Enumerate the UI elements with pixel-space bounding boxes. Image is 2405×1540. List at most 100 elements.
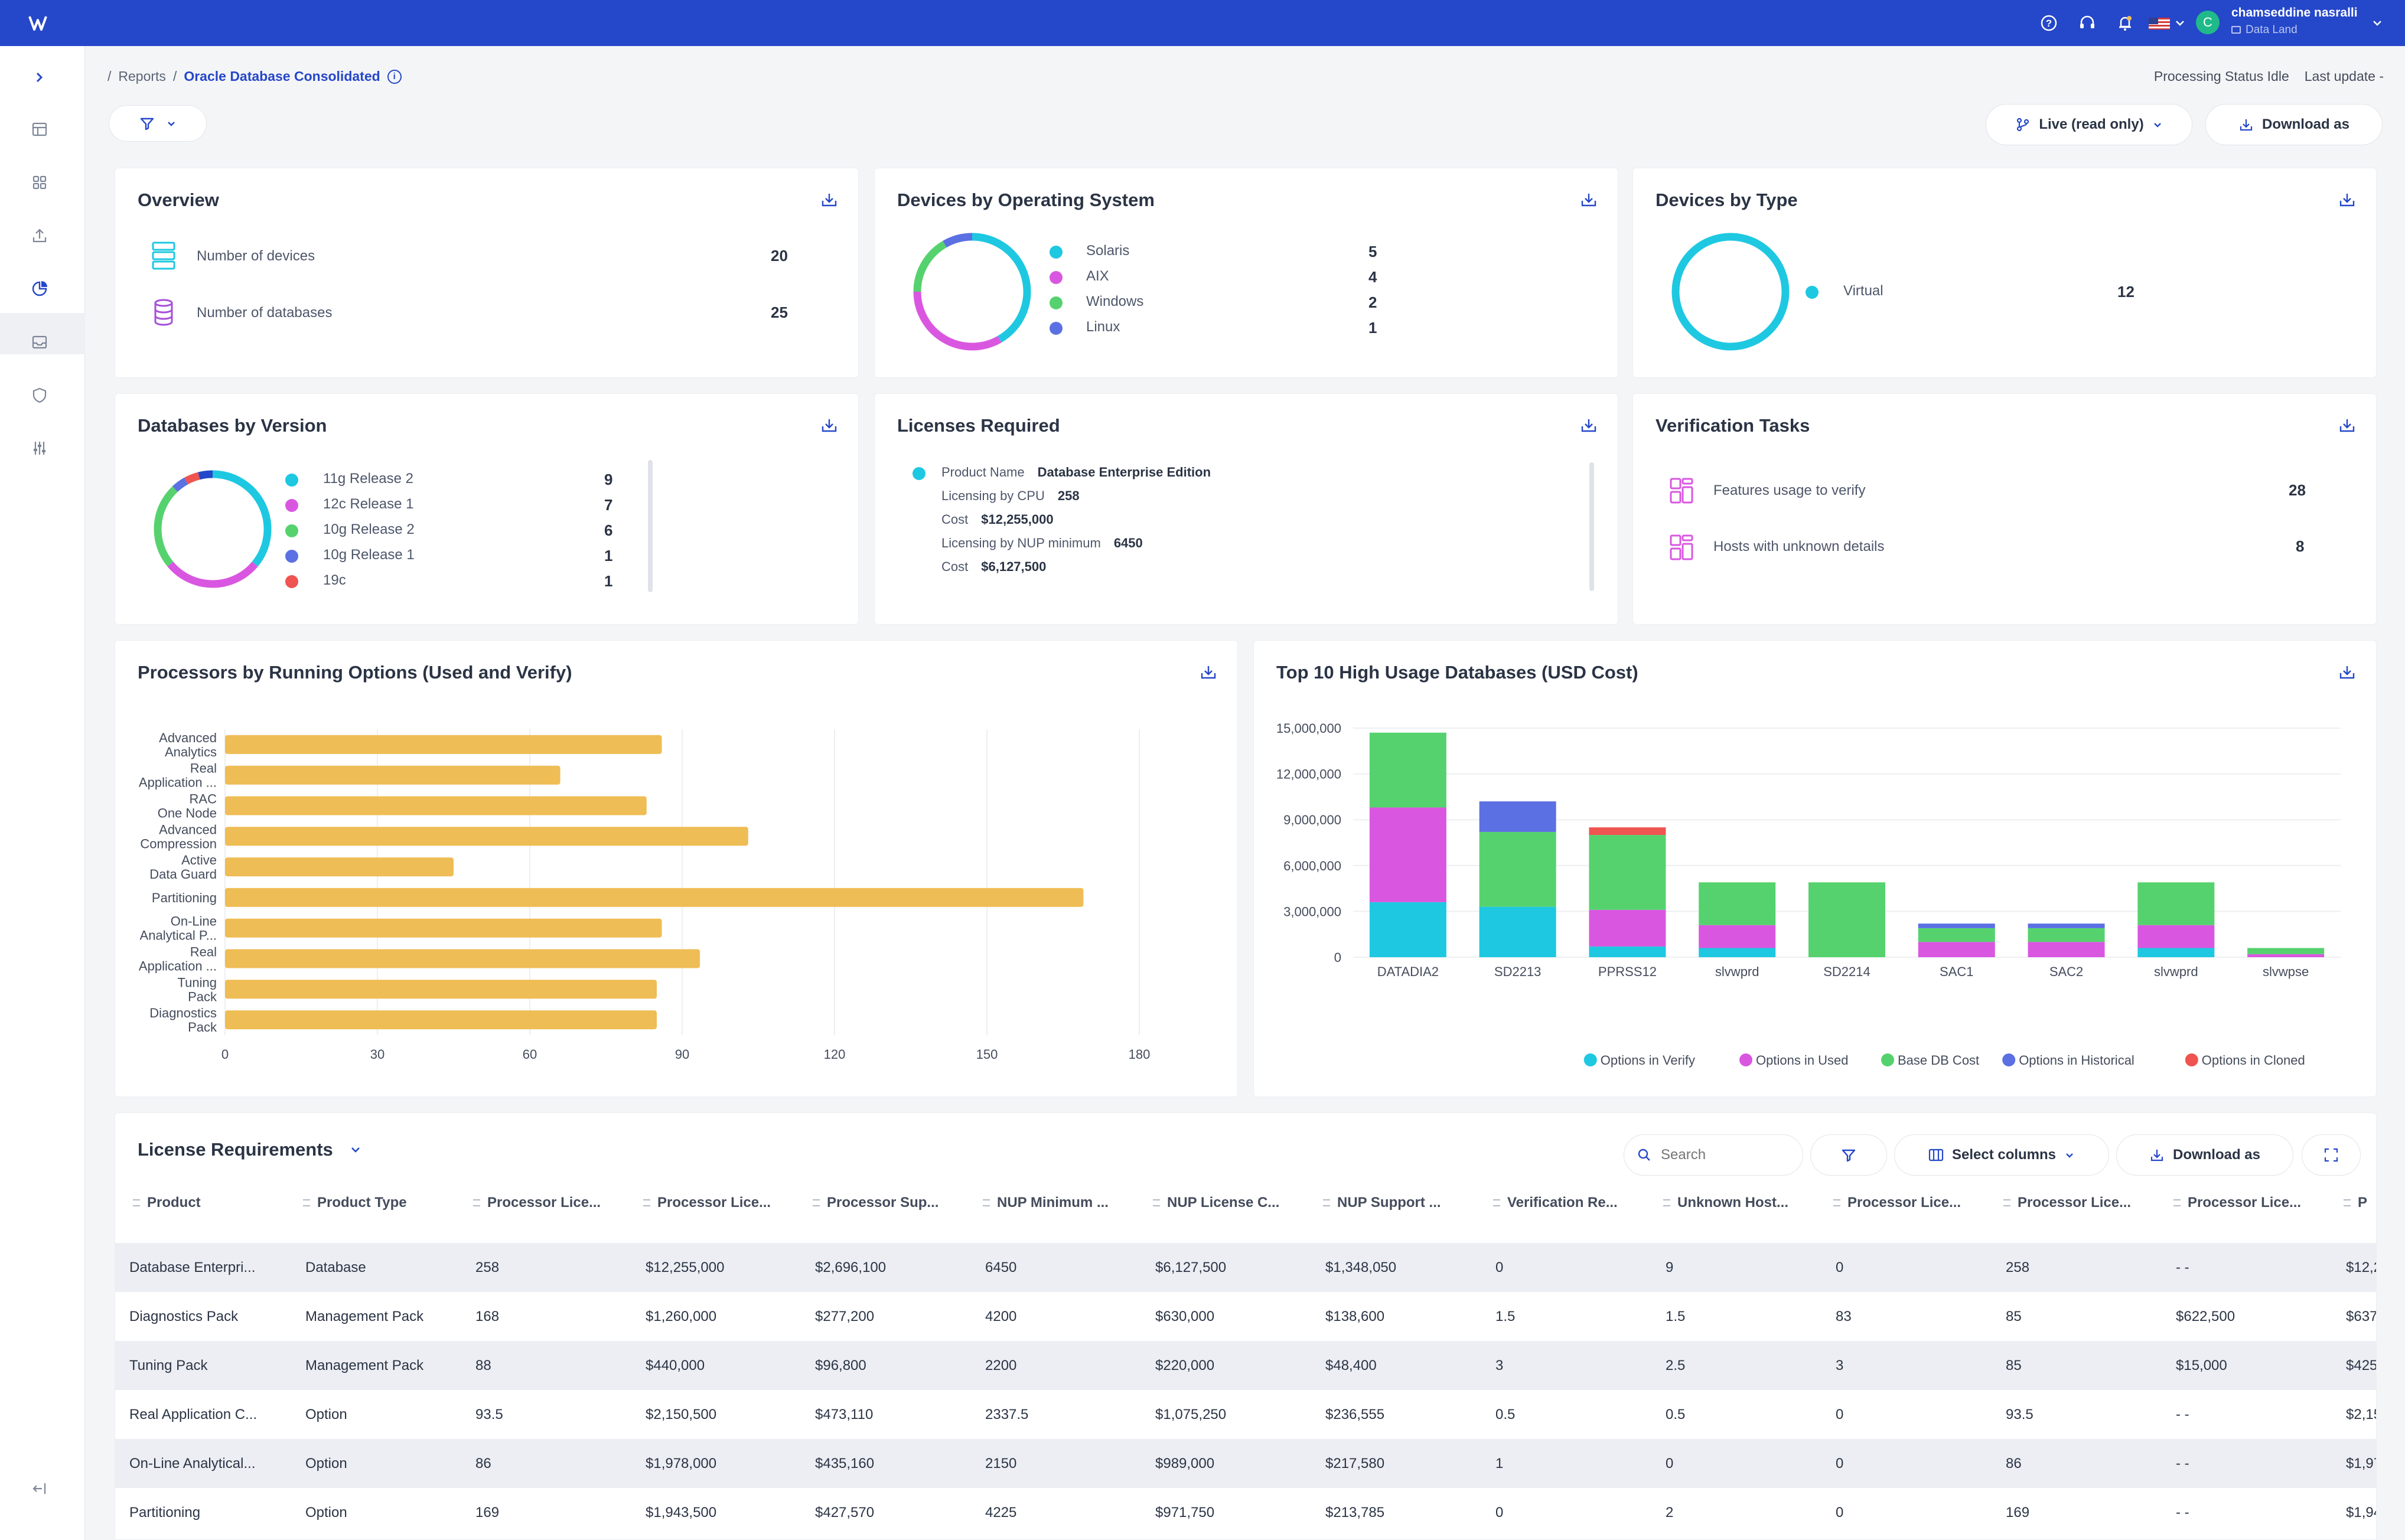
support-icon[interactable]: [2077, 13, 2097, 33]
bar-segment[interactable]: [1589, 835, 1666, 910]
table-row[interactable]: On-Line Analytical... Option 86 $1,978,000 $…: [115, 1439, 2376, 1488]
user-menu-chevron-icon[interactable]: [2371, 13, 2384, 33]
bar-segment[interactable]: [1699, 882, 1776, 925]
bar-segment[interactable]: [2028, 942, 2105, 957]
bar-segment[interactable]: [2137, 925, 2215, 948]
bar[interactable]: [225, 980, 657, 999]
bar-segment[interactable]: [2137, 882, 2215, 925]
donut-slice[interactable]: [212, 470, 272, 567]
upload-icon[interactable]: [30, 226, 50, 246]
download-icon[interactable]: [2338, 416, 2356, 434]
live-mode-button[interactable]: Live (read only): [1986, 104, 2192, 145]
table-download-button[interactable]: Download as: [2116, 1134, 2293, 1176]
drag-handle-icon[interactable]: [2344, 1199, 2351, 1206]
column-header[interactable]: NUP License C...: [1153, 1195, 1279, 1211]
bar-segment[interactable]: [1589, 827, 1666, 836]
donut-slice[interactable]: [1671, 233, 1790, 351]
donut-slice[interactable]: [154, 486, 178, 567]
table-row[interactable]: Real Application C... Option 93.5 $2,150,50…: [115, 1390, 2376, 1439]
legend-dot[interactable]: [2185, 1053, 2198, 1066]
bar[interactable]: [225, 796, 647, 815]
column-header[interactable]: NUP Minimum ...: [983, 1195, 1109, 1211]
inbox-icon[interactable]: [30, 332, 50, 352]
bar-segment[interactable]: [1369, 807, 1446, 902]
bar-segment[interactable]: [1918, 942, 1995, 957]
legend-label[interactable]: Options in Used: [1756, 1053, 1849, 1068]
column-header[interactable]: Processor Lice...: [473, 1195, 601, 1211]
bar-segment[interactable]: [1369, 902, 1446, 957]
donut-slice[interactable]: [913, 291, 1002, 351]
select-columns-button[interactable]: Select columns: [1894, 1134, 2109, 1176]
bar-segment[interactable]: [1808, 882, 1885, 957]
drag-handle-icon[interactable]: [1493, 1199, 1500, 1206]
chevron-down-icon[interactable]: [2173, 13, 2186, 33]
last-update-text[interactable]: Last update -: [2304, 68, 2384, 84]
search-box[interactable]: [1624, 1134, 1803, 1176]
shield-icon[interactable]: [30, 385, 50, 405]
filter-button[interactable]: [109, 105, 207, 142]
search-input[interactable]: [1661, 1147, 1785, 1163]
column-header[interactable]: Processor Sup...: [813, 1195, 938, 1211]
donut-slice[interactable]: [198, 470, 213, 480]
bar-segment[interactable]: [1589, 946, 1666, 957]
download-icon[interactable]: [820, 191, 838, 208]
bar-segment[interactable]: [1918, 924, 1995, 928]
bar[interactable]: [225, 735, 662, 754]
column-header[interactable]: Processor Lice...: [643, 1195, 771, 1211]
bar-segment[interactable]: [2137, 948, 2215, 957]
info-icon[interactable]: i: [387, 69, 402, 84]
settings-sliders-icon[interactable]: [30, 438, 50, 458]
download-icon[interactable]: [2338, 191, 2356, 208]
bar[interactable]: [225, 1010, 657, 1030]
column-header[interactable]: NUP Support ...: [1323, 1195, 1441, 1211]
download-icon[interactable]: [1580, 416, 1598, 434]
bar-segment[interactable]: [2028, 928, 2105, 942]
bar-segment[interactable]: [1479, 831, 1556, 907]
drag-handle-icon[interactable]: [1833, 1199, 1840, 1206]
scrollbar[interactable]: [648, 460, 653, 592]
legend-dot[interactable]: [1583, 1053, 1597, 1066]
dashboard-icon[interactable]: [30, 119, 50, 139]
breadcrumb-reports-link[interactable]: Reports: [118, 68, 166, 84]
bar[interactable]: [225, 888, 1084, 907]
app-logo-icon[interactable]: [26, 12, 50, 35]
legend-dot[interactable]: [1881, 1053, 1894, 1066]
legend-label[interactable]: Options in Historical: [2019, 1053, 2134, 1068]
legend-label[interactable]: Options in Cloned: [2202, 1053, 2305, 1068]
bar-segment[interactable]: [2247, 954, 2325, 957]
bar[interactable]: [225, 918, 662, 938]
column-header[interactable]: Processor Lice...: [2003, 1195, 2131, 1211]
bar[interactable]: [225, 949, 700, 968]
bar-segment[interactable]: [2028, 924, 2105, 928]
drag-handle-icon[interactable]: [983, 1199, 990, 1206]
table-row[interactable]: Tuning Pack Management Pack 88 $440,000 $96,…: [115, 1341, 2376, 1390]
drag-handle-icon[interactable]: [2003, 1199, 2010, 1206]
download-icon[interactable]: [820, 416, 838, 434]
bar[interactable]: [225, 827, 748, 846]
donut-slice[interactable]: [913, 240, 947, 292]
bar-segment[interactable]: [1479, 906, 1556, 957]
drag-handle-icon[interactable]: [813, 1199, 820, 1206]
scrollbar[interactable]: [1589, 462, 1594, 591]
bar-segment[interactable]: [1918, 928, 1995, 942]
avatar[interactable]: C: [2196, 11, 2220, 34]
collapse-sidebar-icon[interactable]: [30, 1479, 50, 1499]
download-icon[interactable]: [1580, 191, 1598, 208]
help-icon[interactable]: ?: [2039, 13, 2059, 33]
column-header[interactable]: P: [2344, 1195, 2367, 1211]
table-row[interactable]: Database Enterpri... Database 258 $12,255,0…: [115, 1243, 2376, 1292]
drag-handle-icon[interactable]: [303, 1199, 310, 1206]
expand-sidebar-icon[interactable]: [30, 67, 50, 87]
donut-slice[interactable]: [943, 233, 973, 248]
drag-handle-icon[interactable]: [1323, 1199, 1330, 1206]
notification-bell-icon[interactable]: [2115, 13, 2135, 33]
donut-slice[interactable]: [167, 562, 258, 588]
table-filter-button[interactable]: [1810, 1134, 1887, 1176]
column-header[interactable]: Processor Lice...: [1833, 1195, 1961, 1211]
us-flag-icon[interactable]: [2147, 13, 2171, 33]
donut-slice[interactable]: [972, 233, 1031, 343]
version-legend-scroll[interactable]: 11g Release 2 9 12c Release 1 7 10g Release …: [283, 464, 755, 593]
apps-grid-icon[interactable]: [30, 172, 50, 192]
legend-dot[interactable]: [1739, 1053, 1752, 1066]
drag-handle-icon[interactable]: [643, 1199, 650, 1206]
